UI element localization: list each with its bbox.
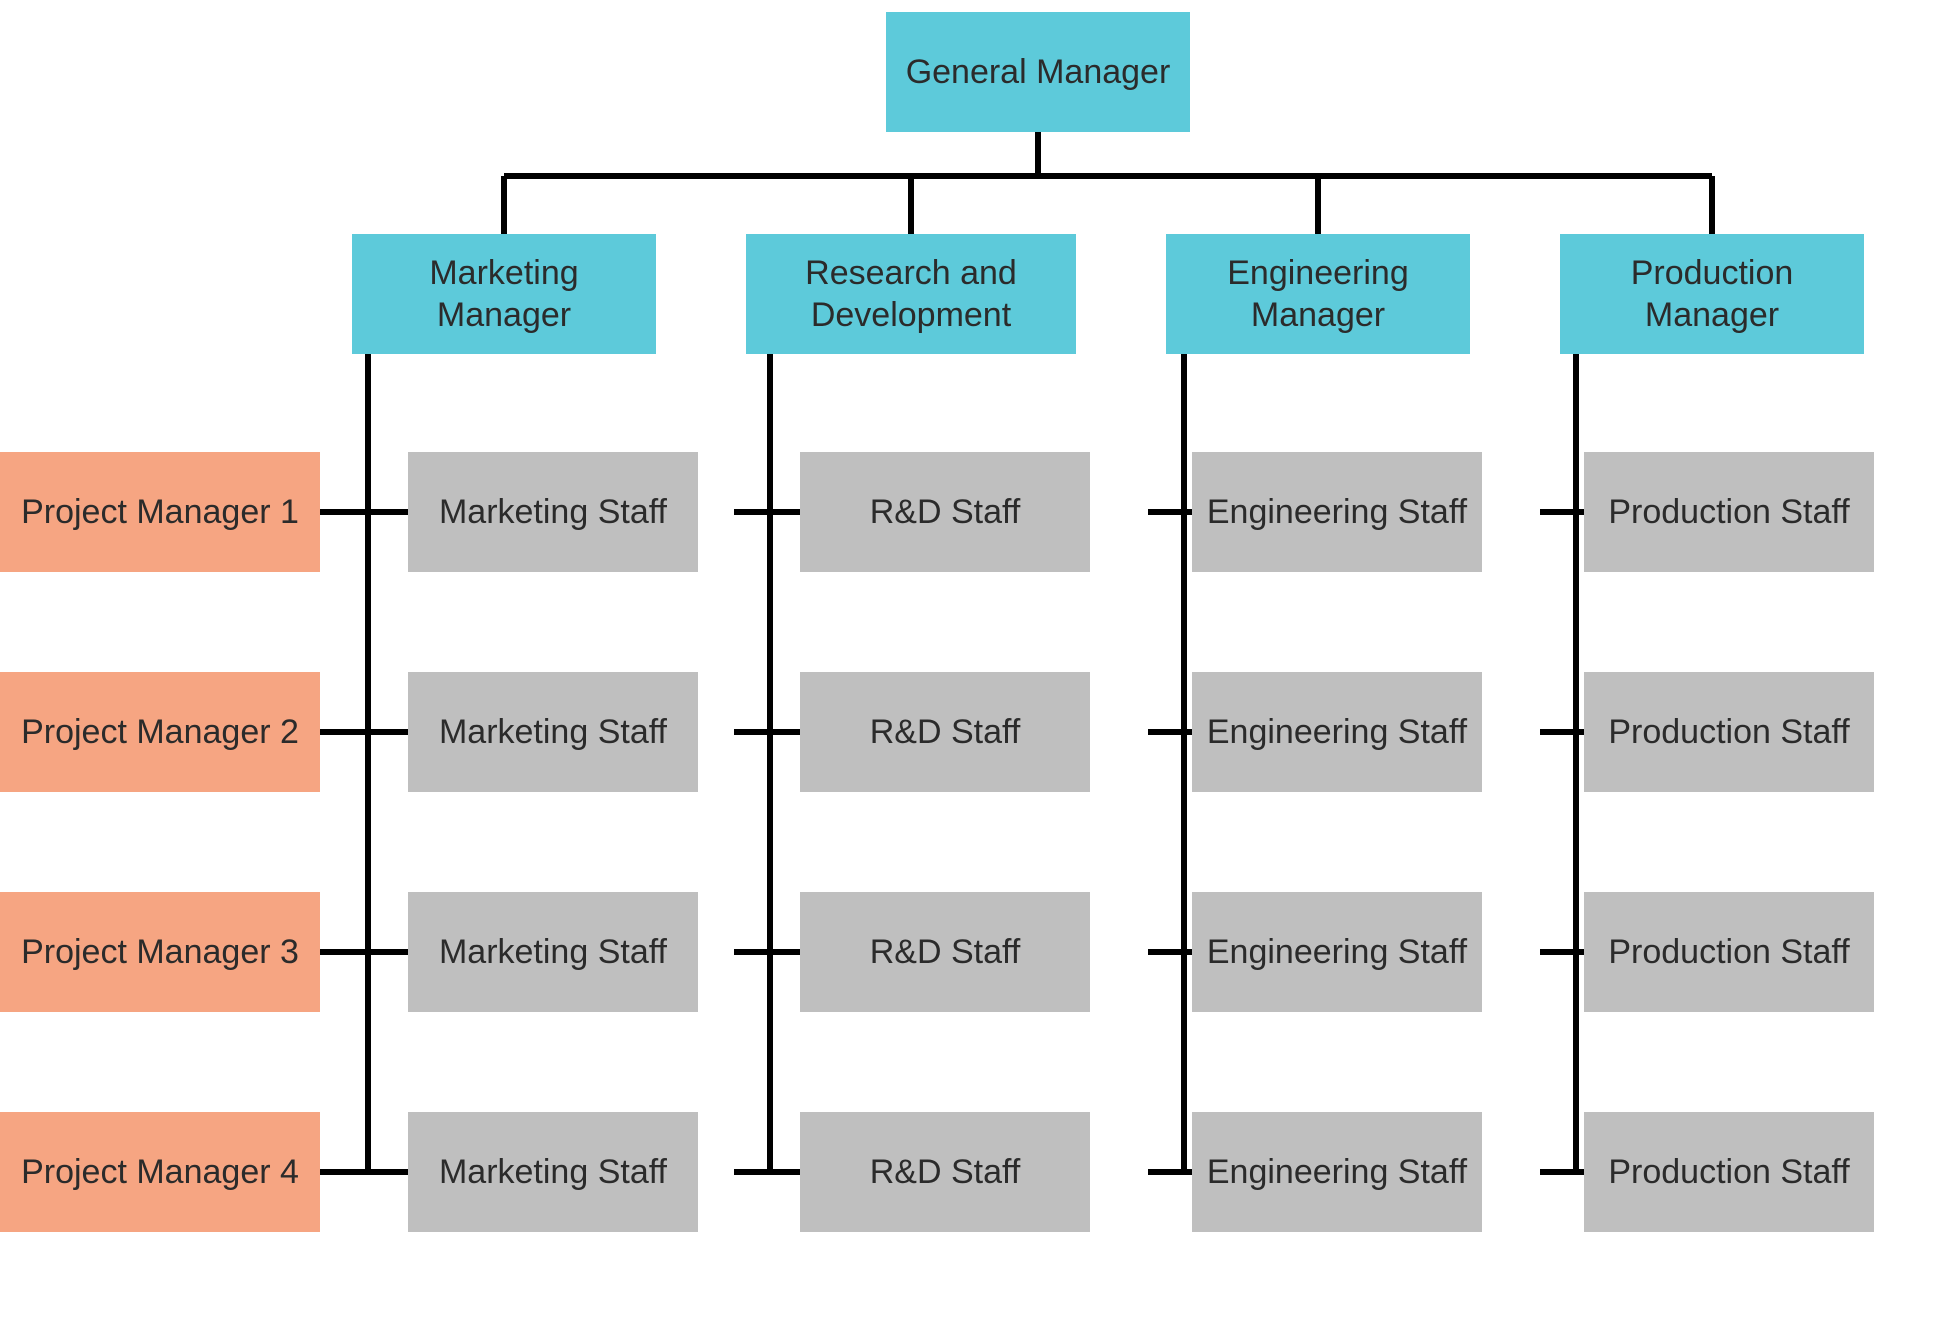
- staff-box-eng-row2: Engineering Staff: [1192, 672, 1482, 792]
- staff-box-eng-row4: Engineering Staff: [1192, 1112, 1482, 1232]
- project-manager-2: Project Manager 2: [0, 672, 320, 792]
- root-general-manager: General Manager: [886, 12, 1190, 132]
- functional-manager-rnd: Research and Development: [746, 234, 1076, 354]
- staff-box-rnd-row3: R&D Staff: [800, 892, 1090, 1012]
- project-manager-4: Project Manager 4: [0, 1112, 320, 1232]
- staff-box-mkt-row1: Marketing Staff: [408, 452, 698, 572]
- functional-manager-eng-label: Engineering Manager: [1176, 252, 1460, 337]
- staff-box-rnd-row4-label: R&D Staff: [870, 1151, 1021, 1194]
- project-manager-4-label: Project Manager 4: [21, 1151, 299, 1194]
- staff-box-rnd-row4: R&D Staff: [800, 1112, 1090, 1232]
- staff-box-mkt-row2: Marketing Staff: [408, 672, 698, 792]
- staff-box-mkt-row1-label: Marketing Staff: [439, 491, 667, 534]
- staff-box-rnd-row3-label: R&D Staff: [870, 931, 1021, 974]
- staff-box-prod-row4: Production Staff: [1584, 1112, 1874, 1232]
- project-manager-1-label: Project Manager 1: [21, 491, 299, 534]
- staff-box-prod-row3: Production Staff: [1584, 892, 1874, 1012]
- staff-box-eng-row3: Engineering Staff: [1192, 892, 1482, 1012]
- staff-box-prod-row3-label: Production Staff: [1608, 931, 1849, 974]
- staff-box-mkt-row4-label: Marketing Staff: [439, 1151, 667, 1194]
- project-manager-3: Project Manager 3: [0, 892, 320, 1012]
- functional-manager-mkt-label: Marketing Manager: [362, 252, 646, 337]
- matrix-org-chart: General Manager Marketing Manager Research…: [0, 0, 1934, 1326]
- functional-manager-mkt: Marketing Manager: [352, 234, 656, 354]
- staff-box-eng-row1-label: Engineering Staff: [1207, 491, 1467, 534]
- functional-manager-rnd-label: Research and Development: [756, 252, 1066, 337]
- staff-box-mkt-row3-label: Marketing Staff: [439, 931, 667, 974]
- staff-box-rnd-row2: R&D Staff: [800, 672, 1090, 792]
- staff-box-prod-row1: Production Staff: [1584, 452, 1874, 572]
- staff-box-prod-row1-label: Production Staff: [1608, 491, 1849, 534]
- staff-box-eng-row4-label: Engineering Staff: [1207, 1151, 1467, 1194]
- functional-manager-prod-label: Production Manager: [1570, 252, 1854, 337]
- root-general-manager-label: General Manager: [906, 51, 1171, 94]
- project-manager-2-label: Project Manager 2: [21, 711, 299, 754]
- staff-box-eng-row3-label: Engineering Staff: [1207, 931, 1467, 974]
- staff-box-rnd-row2-label: R&D Staff: [870, 711, 1021, 754]
- staff-box-mkt-row2-label: Marketing Staff: [439, 711, 667, 754]
- staff-box-prod-row2-label: Production Staff: [1608, 711, 1849, 754]
- functional-manager-prod: Production Manager: [1560, 234, 1864, 354]
- staff-box-prod-row4-label: Production Staff: [1608, 1151, 1849, 1194]
- staff-box-mkt-row3: Marketing Staff: [408, 892, 698, 1012]
- staff-box-rnd-row1-label: R&D Staff: [870, 491, 1021, 534]
- staff-box-rnd-row1: R&D Staff: [800, 452, 1090, 572]
- functional-manager-eng: Engineering Manager: [1166, 234, 1470, 354]
- project-manager-1: Project Manager 1: [0, 452, 320, 572]
- staff-box-eng-row2-label: Engineering Staff: [1207, 711, 1467, 754]
- staff-box-mkt-row4: Marketing Staff: [408, 1112, 698, 1232]
- staff-box-eng-row1: Engineering Staff: [1192, 452, 1482, 572]
- project-manager-3-label: Project Manager 3: [21, 931, 299, 974]
- staff-box-prod-row2: Production Staff: [1584, 672, 1874, 792]
